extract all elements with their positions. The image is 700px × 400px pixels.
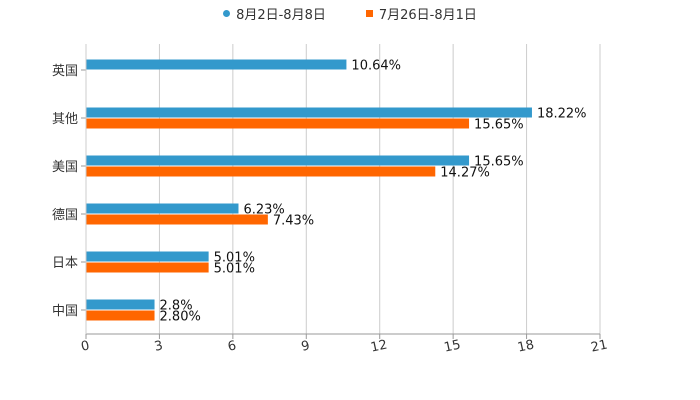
bar-series-2-5 [86, 310, 155, 321]
tick-label-x-21: 21 [590, 338, 609, 356]
bar-series-2-2 [86, 166, 436, 177]
legend-item-series-1[interactable]: 8月2日-8月8日 [223, 4, 326, 23]
bar-series-1-3 [86, 203, 239, 214]
bar-series-1-2 [86, 155, 470, 166]
data-label-series-1-3: 6.23% [243, 203, 284, 218]
category-label-5: 中国 [52, 304, 78, 319]
legend-label-series-1: 8月2日-8月8日 [236, 8, 326, 23]
tick-label-x-18: 18 [516, 338, 535, 356]
legend-marker-series-1 [223, 10, 231, 17]
data-label-series-1-1: 18.22% [537, 107, 587, 122]
data-label-series-1-0: 10.64% [351, 59, 401, 74]
data-label-series-2-5: 2.80% [160, 310, 201, 325]
legend-item-series-2[interactable]: 7月26日-8月1日 [365, 4, 477, 23]
data-label-series-2-4: 5.01% [214, 262, 255, 277]
bar-series-1-4 [86, 251, 209, 262]
bar-series-1-1 [86, 107, 532, 118]
tick-label-x-0: 0 [80, 338, 91, 354]
data-label-series-2-2: 14.27% [440, 166, 490, 181]
data-label-series-2-1: 15.65% [474, 118, 524, 133]
bar-series-1-5 [86, 299, 155, 310]
tick-label-x-3: 3 [153, 338, 164, 354]
legend: 8月2日-8月8日 7月26日-8月1日 [0, 4, 700, 23]
tick-label-x-6: 6 [227, 338, 238, 354]
category-label-2: 美国 [52, 160, 78, 175]
tick-label-x-9: 9 [300, 338, 311, 354]
bar-series-1-0 [86, 59, 347, 70]
tick-label-x-12: 12 [369, 338, 388, 356]
data-label-series-1-5: 2.8% [160, 299, 193, 314]
tick-label-x-15: 15 [443, 338, 462, 356]
category-label-0: 英国 [52, 64, 78, 79]
data-label-series-1-4: 5.01% [214, 251, 255, 266]
legend-label-series-2: 7月26日-8月1日 [378, 8, 477, 23]
bar-series-2-4 [86, 262, 209, 273]
bar-series-2-3 [86, 214, 268, 225]
legend-marker-series-2 [365, 10, 373, 17]
data-label-series-1-2: 15.65% [474, 155, 524, 170]
category-label-4: 日本 [52, 256, 78, 271]
bar-series-2-1 [86, 118, 470, 129]
data-label-series-2-3: 7.43% [273, 214, 314, 229]
category-label-3: 德国 [52, 208, 78, 223]
category-label-1: 其他 [52, 112, 78, 127]
